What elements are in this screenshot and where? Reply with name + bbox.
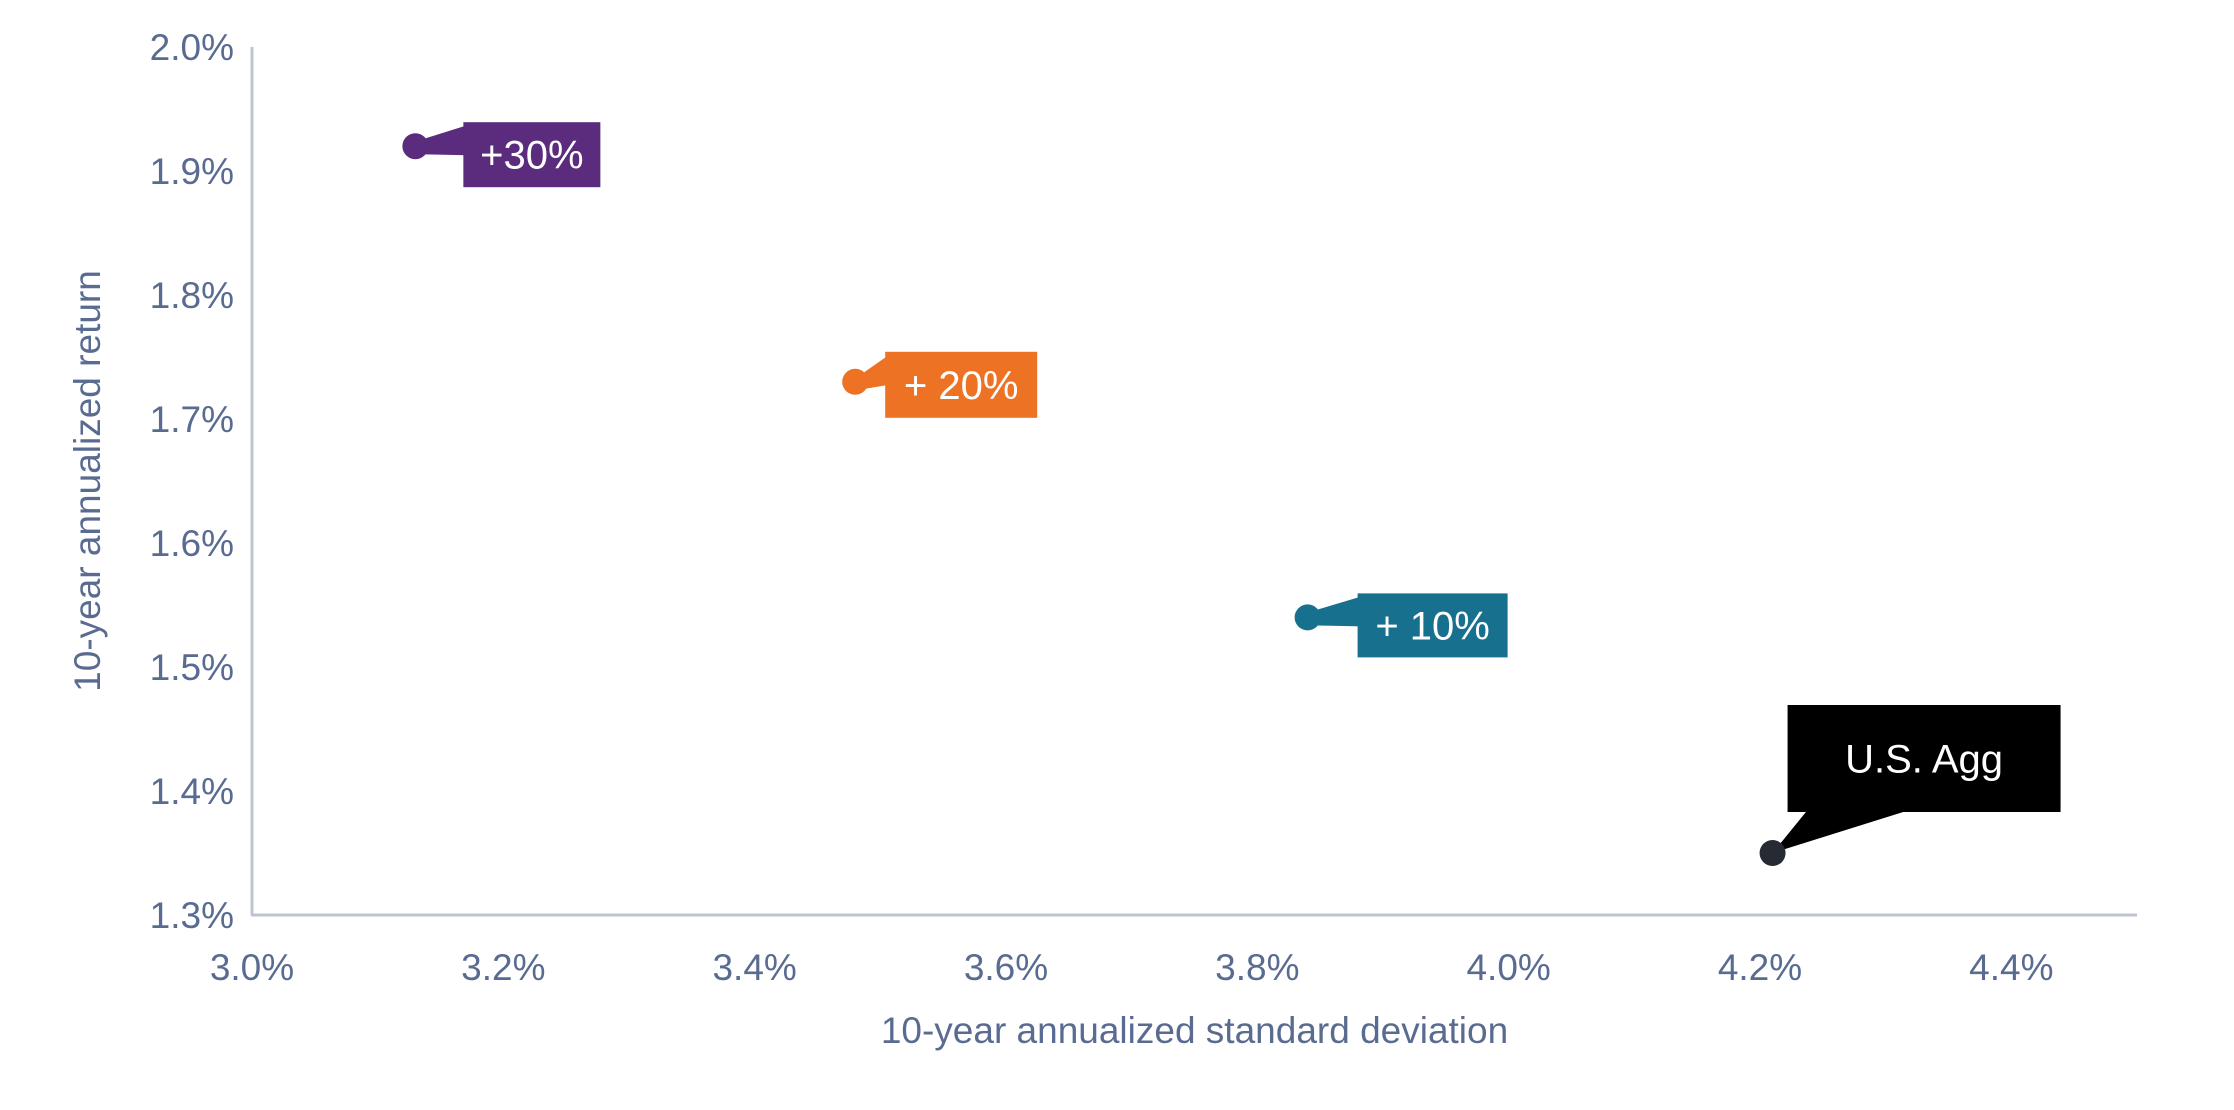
data-point-marker [402, 133, 429, 160]
y-tick-label: 2.0% [150, 27, 234, 68]
callout-connector [419, 125, 468, 156]
data-point-label: + 10% [1375, 604, 1490, 648]
data-point-marker [842, 368, 869, 395]
x-axis-title: 10-year annualized standard deviation [880, 1010, 1509, 1051]
x-tick-label: 3.0% [210, 947, 294, 988]
callout-connector [1772, 810, 1910, 853]
y-tick-label: 1.8% [150, 275, 234, 316]
y-tick-label: 1.3% [150, 895, 234, 936]
x-tick-label: 3.2% [461, 947, 545, 988]
y-tick-label: 1.4% [150, 771, 234, 812]
x-tick-label: 4.4% [1969, 947, 2053, 988]
y-tick-label: 1.6% [150, 523, 234, 564]
x-tick-label: 3.4% [712, 947, 796, 988]
x-tick-label: 3.8% [1215, 947, 1299, 988]
data-point-marker [1294, 604, 1321, 631]
x-tick-label: 3.6% [964, 947, 1048, 988]
y-tick-label: 1.7% [150, 399, 234, 440]
data-point-label-box [1787, 705, 2061, 812]
data-point-label-box [1357, 593, 1508, 658]
data-point-label: + 20% [904, 364, 1019, 408]
callout-connector [1311, 596, 1362, 627]
data-point-marker [1759, 840, 1786, 866]
x-tick-label: 4.2% [1718, 947, 1802, 988]
data-point-label: +30% [480, 134, 583, 178]
x-tick-label: 4.0% [1466, 947, 1550, 988]
y-tick-label: 1.9% [150, 151, 234, 192]
data-point-label: U.S. Agg [1845, 738, 2003, 782]
data-point-label-box [885, 351, 1038, 418]
data-point-label-box [463, 122, 601, 188]
y-tick-label: 1.5% [150, 647, 234, 688]
y-axis-title: 10-year annualized return [67, 270, 108, 692]
